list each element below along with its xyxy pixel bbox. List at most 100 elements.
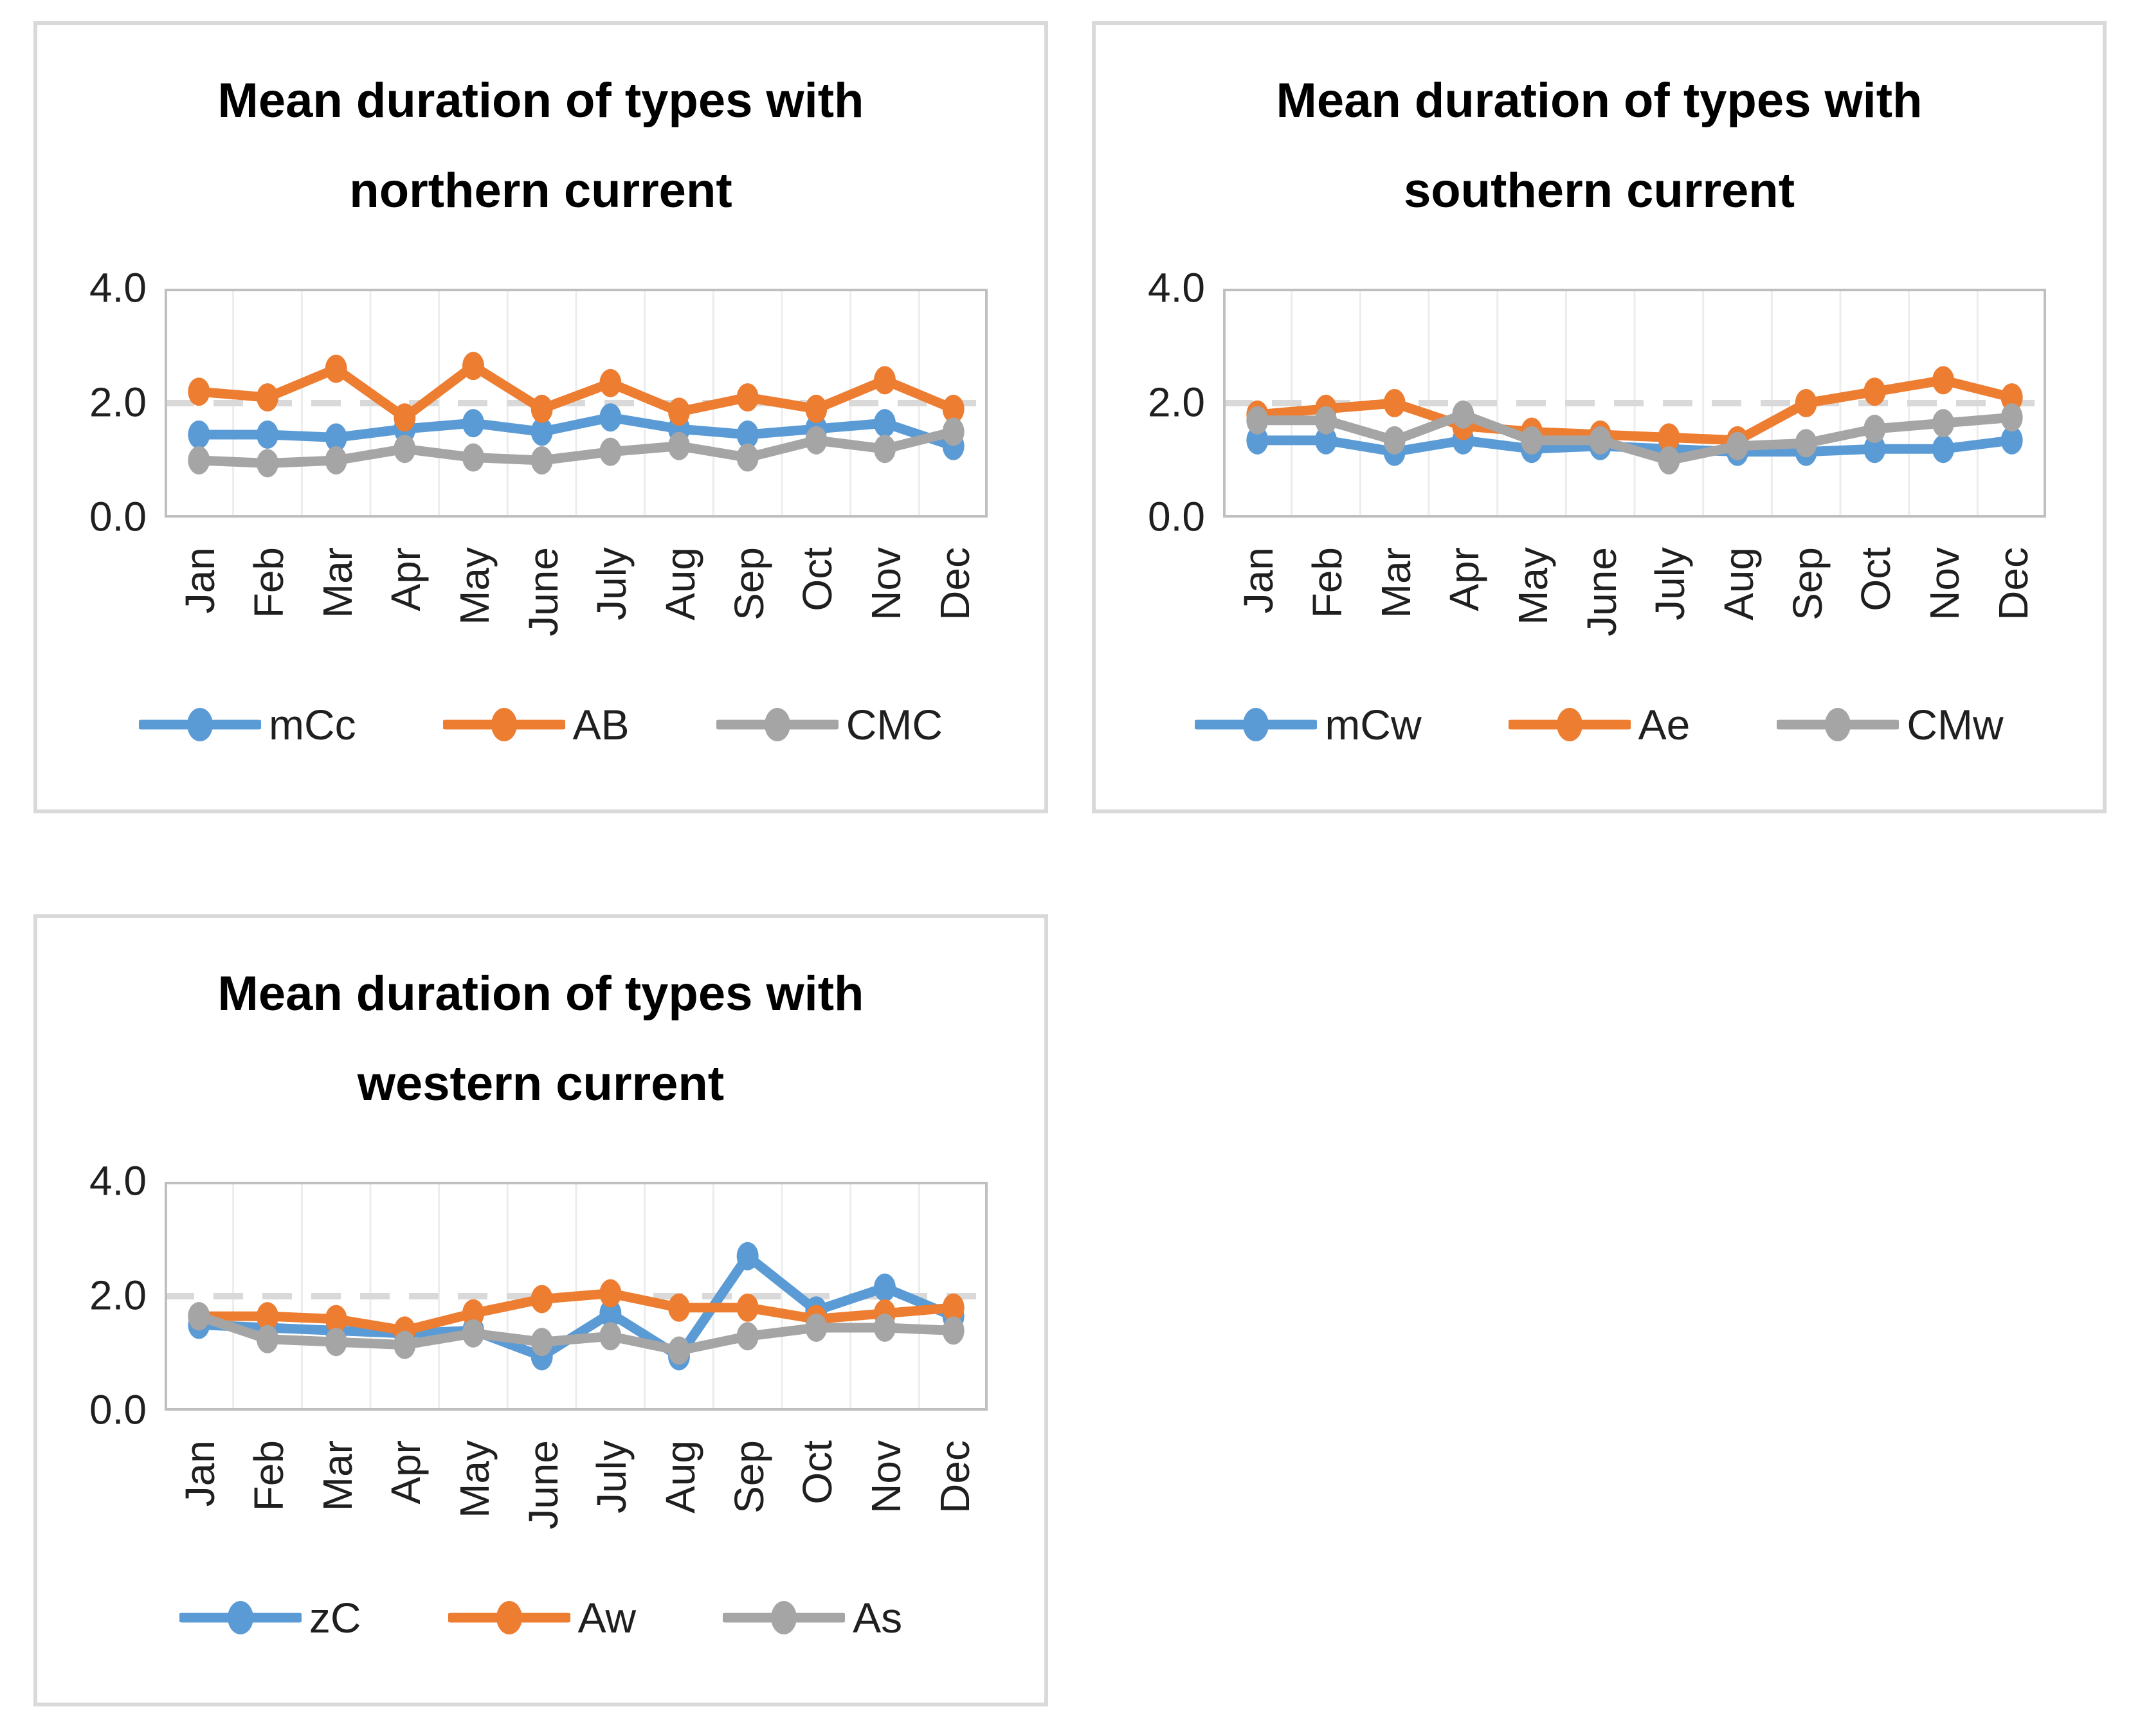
series-marker-mCw bbox=[1863, 435, 1886, 464]
x-axis-label: Dec bbox=[1990, 547, 2036, 620]
series-marker-AB bbox=[325, 354, 347, 383]
series-marker-As bbox=[530, 1328, 553, 1357]
series-line-Aw bbox=[194, 1288, 959, 1335]
legend-label: mCc bbox=[268, 701, 356, 748]
chart-title-line2: southern current bbox=[1403, 163, 1795, 218]
x-axis-label: Aug bbox=[657, 1440, 703, 1514]
series-marker-mCw bbox=[1246, 426, 1269, 455]
x-axis-label: July bbox=[588, 547, 635, 620]
x-axis-label: Jan bbox=[1235, 547, 1282, 614]
x-axis-label: June bbox=[520, 1440, 567, 1530]
series-line-CMC bbox=[194, 427, 959, 468]
x-axis-label: Apr bbox=[383, 547, 430, 611]
y-axis-tick-label: 0.0 bbox=[89, 493, 147, 540]
legend-line-marker-icon bbox=[448, 1601, 570, 1634]
legend-item-AB: AB bbox=[442, 694, 630, 755]
plot-border bbox=[1223, 289, 2046, 518]
series-marker-Ae bbox=[1932, 366, 1954, 395]
x-axis-label: Oct bbox=[794, 547, 841, 611]
series-marker-AB bbox=[188, 377, 210, 406]
series-marker-Aw bbox=[530, 1285, 553, 1314]
chart-title: Mean duration of types with western curr… bbox=[37, 949, 1044, 1129]
series-marker-AB bbox=[394, 403, 416, 432]
y-axis-tick-label: 0.0 bbox=[1148, 493, 1205, 540]
series-marker-AB bbox=[599, 368, 622, 397]
series-marker-mCc bbox=[188, 420, 210, 449]
plot-area bbox=[1223, 289, 2046, 518]
x-axis-label: Feb bbox=[246, 547, 292, 619]
x-axis-label: Mar bbox=[1372, 547, 1419, 619]
x-axis-label: June bbox=[520, 547, 567, 637]
chart-panel-western: Mean duration of types with western curr… bbox=[33, 914, 1048, 1706]
x-axis-label: Nov bbox=[863, 547, 909, 620]
series-line-CMw bbox=[1252, 410, 2017, 466]
series-marker-As bbox=[188, 1302, 210, 1331]
legend-item-zC: zC bbox=[179, 1587, 361, 1649]
series-marker-Aw bbox=[599, 1279, 622, 1308]
legend-label: CMw bbox=[1907, 701, 2004, 748]
x-axis-label: Jan bbox=[177, 547, 224, 614]
series-marker-CMC bbox=[530, 446, 553, 475]
x-axis-label: Dec bbox=[931, 1440, 978, 1514]
series-marker-CMC bbox=[736, 443, 759, 472]
chart-title-line1: Mean duration of types with bbox=[217, 966, 864, 1021]
series-marker-CMw bbox=[1521, 426, 1543, 455]
series-marker-CMC bbox=[668, 431, 690, 460]
legend-label: AB bbox=[572, 701, 630, 748]
series-marker-As bbox=[325, 1328, 347, 1357]
series-marker-Aw bbox=[942, 1293, 965, 1322]
series-marker-CMC bbox=[599, 437, 622, 466]
plot-area bbox=[165, 1182, 988, 1411]
legend-line-marker-icon bbox=[179, 1601, 302, 1634]
x-axis-label: June bbox=[1578, 547, 1625, 637]
x-axis-label: Apr bbox=[383, 1440, 430, 1505]
x-axis-label: Oct bbox=[1853, 547, 1900, 611]
series-marker-CMC bbox=[874, 435, 896, 464]
series-marker-Aw bbox=[462, 1299, 484, 1328]
series-marker-As bbox=[874, 1313, 896, 1342]
series-marker-As bbox=[257, 1325, 278, 1353]
series-marker-As bbox=[736, 1322, 759, 1351]
series-marker-AB bbox=[257, 383, 278, 412]
series-marker-CMw bbox=[1932, 409, 1954, 438]
series-marker-As bbox=[462, 1319, 484, 1348]
legend-item-CMC: CMC bbox=[716, 694, 943, 755]
series-line-AB bbox=[194, 361, 959, 422]
x-axis-label: Apr bbox=[1441, 547, 1488, 611]
plot-area bbox=[165, 289, 988, 518]
legend: zC Aw As bbox=[37, 1586, 1044, 1650]
series-marker-CMC bbox=[394, 435, 416, 464]
series-marker-AB bbox=[805, 394, 828, 423]
series-marker-zC bbox=[599, 1299, 622, 1328]
series-line-mCc bbox=[194, 412, 959, 451]
x-axis-label: July bbox=[1647, 547, 1694, 620]
legend-item-mCc: mCc bbox=[138, 694, 356, 755]
series-marker-As bbox=[942, 1316, 965, 1345]
series-marker-As bbox=[599, 1322, 622, 1351]
series-marker-CMw bbox=[1383, 426, 1406, 455]
series-marker-CMw bbox=[1727, 431, 1748, 460]
series-marker-CMw bbox=[1589, 426, 1611, 455]
chart-title: Mean duration of types with northern cur… bbox=[37, 56, 1044, 236]
series-marker-mCc bbox=[325, 423, 347, 452]
x-axis-label: May bbox=[451, 1440, 498, 1518]
series-marker-As bbox=[394, 1330, 416, 1359]
series-line-Ae bbox=[1252, 375, 2017, 446]
series-line-As bbox=[194, 1311, 959, 1356]
series-marker-Aw bbox=[325, 1305, 347, 1334]
series-marker-mCw bbox=[1315, 426, 1337, 455]
series-marker-As bbox=[805, 1313, 828, 1342]
series-marker-AB bbox=[530, 394, 553, 423]
x-axis-label: Sep bbox=[725, 547, 772, 620]
chart-title-line1: Mean duration of types with bbox=[217, 73, 864, 128]
x-axis-label: Mar bbox=[314, 547, 361, 619]
series-marker-CMw bbox=[1246, 406, 1269, 435]
x-axis-label: Feb bbox=[246, 1440, 292, 1512]
series-marker-Ae bbox=[1383, 389, 1406, 417]
legend-line-marker-icon bbox=[442, 708, 565, 741]
x-axis-label: Aug bbox=[657, 547, 703, 620]
series-marker-mCc bbox=[736, 420, 759, 449]
series-marker-Ae bbox=[1795, 389, 1817, 417]
plot-border bbox=[165, 289, 988, 518]
legend: mCc AB CMC bbox=[37, 692, 1044, 757]
